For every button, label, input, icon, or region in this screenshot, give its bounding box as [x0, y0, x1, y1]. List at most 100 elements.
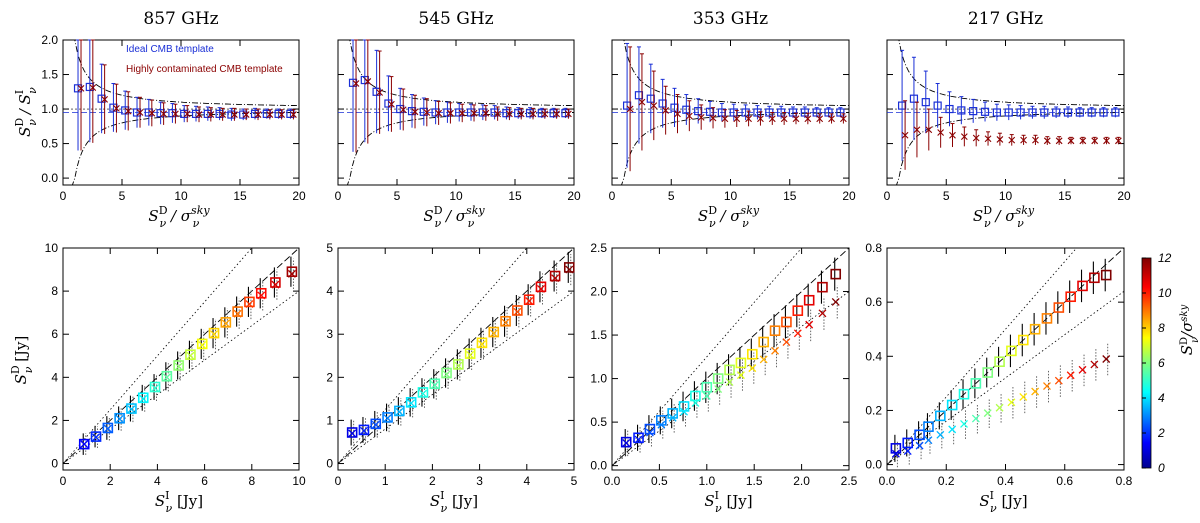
data-point-contaminated — [1054, 376, 1063, 385]
y-tick-label: 1.0 — [590, 372, 607, 386]
data-point-contaminated — [207, 111, 215, 118]
y-tick-label: 0.2 — [865, 403, 882, 417]
data-point-contaminated — [442, 370, 451, 379]
data-point-contaminated — [127, 405, 136, 414]
data-point-contaminated — [541, 110, 549, 118]
y-tick-label: 8 — [51, 284, 58, 298]
x-tick-label: 0.0 — [879, 474, 896, 488]
x-tick-label: 10 — [174, 189, 188, 203]
data-point-ideal — [1017, 334, 1029, 346]
data-point-contaminated — [1019, 392, 1028, 401]
data-point-contaminated — [759, 355, 768, 364]
data-point-ideal — [196, 338, 208, 350]
data-point-ideal — [286, 266, 298, 278]
data-point-ideal — [1099, 108, 1108, 117]
x-axis-label: SI ν [Jy] — [155, 489, 203, 515]
data-point-ideal — [185, 349, 196, 360]
data-point-ideal — [1111, 108, 1120, 117]
upper-envelope — [345, 39, 574, 107]
lower-bound-line — [611, 291, 850, 466]
data-point-contaminated — [478, 340, 486, 349]
colorbar-tick-label: 10 — [1158, 286, 1172, 300]
data-point-contaminated — [924, 436, 933, 445]
colorbar-tick-label: 12 — [1158, 251, 1172, 265]
data-point-contaminated — [697, 113, 705, 121]
data-point-contaminated — [529, 110, 537, 118]
data-point-contaminated — [172, 110, 179, 118]
colorbar: 0 2 4 6 8 10 12 SDν/σsky — [1141, 251, 1200, 475]
data-point-contaminated — [447, 109, 454, 117]
data-point-ideal — [994, 356, 1005, 368]
data-point-ideal — [633, 432, 644, 444]
data-point-contaminated — [419, 389, 427, 398]
data-point-ideal — [909, 94, 919, 103]
top-panel-3: 0 5 10 15 20 217 GHz SD ν / σsky ν — [884, 9, 1131, 230]
data-point-ideal — [1006, 345, 1017, 357]
data-point-contaminated — [388, 100, 395, 108]
data-point-contaminated — [399, 106, 407, 114]
data-point-contaminated — [266, 111, 274, 118]
x-axis-label: SI ν [Jy] — [430, 489, 478, 515]
data-point-contaminated — [805, 320, 814, 329]
x-tick-label: 0.2 — [938, 474, 955, 488]
data-point-contaminated — [1067, 137, 1075, 145]
y-tick-label: 1.0 — [41, 102, 58, 116]
data-point-contaminated — [937, 129, 945, 136]
data-point-contaminated — [1091, 137, 1099, 145]
data-point-ideal — [935, 410, 946, 422]
data-point-contaminated — [733, 115, 741, 123]
x-axis-label: SD ν / σsky ν — [148, 204, 210, 230]
data-point-contaminated — [949, 131, 956, 139]
data-point-ideal — [1063, 108, 1073, 117]
y-tick-label: 0.0 — [865, 458, 882, 472]
data-point-contaminated — [771, 346, 780, 355]
data-point-ideal — [701, 381, 713, 393]
y-tick-label: 0.4 — [865, 349, 882, 363]
bottom-panel-2: 0.0 0.5 1.0 1.5 2.0 2.5 0.0 0.5 1.0 1.5 2.0 2.5 SI ν … — [590, 241, 857, 515]
data-point-contaminated — [960, 420, 968, 428]
data-point-contaminated — [231, 111, 238, 118]
data-point-contaminated — [371, 420, 380, 429]
x-tick-label: 5 — [394, 189, 401, 203]
x-tick-label: 15 — [1058, 189, 1072, 203]
data-point-ideal — [969, 107, 978, 116]
x-tick-label: 0 — [335, 474, 342, 488]
data-point-contaminated — [411, 108, 419, 116]
data-point-contaminated — [553, 110, 561, 118]
top-panel-0: 0 5 10 15 20 0.0 0.5 1.0 1.5 2.0 857 GHz SD ν / σsky… — [41, 9, 306, 230]
data-point-ideal — [358, 424, 370, 436]
data-point-ideal — [346, 427, 358, 438]
x-tick-label: 0.0 — [604, 474, 621, 488]
data-point-contaminated — [1008, 136, 1016, 144]
data-point-ideal — [921, 98, 930, 107]
colorbar-tick-label: 2 — [1157, 426, 1165, 440]
data-point-contaminated — [160, 110, 168, 118]
x-tick-label: 2 — [107, 474, 114, 488]
x-tick-label: 0.6 — [1056, 474, 1073, 488]
x-tick-label: 6 — [201, 474, 208, 488]
data-point-ideal — [982, 367, 994, 378]
data-point-contaminated — [430, 381, 439, 390]
data-point-ideal — [620, 436, 632, 448]
data-point-contaminated — [971, 414, 980, 423]
data-point-contaminated — [650, 102, 658, 109]
data-point-contaminated — [1020, 136, 1027, 144]
x-tick-label: 15 — [508, 189, 522, 203]
data-point-contaminated — [1031, 387, 1040, 396]
y-tick-label: 2.5 — [590, 241, 607, 255]
data-point-contaminated — [139, 394, 148, 403]
data-point-ideal — [747, 348, 758, 360]
y-tick-label: 4 — [51, 370, 58, 384]
x-tick-label: 0 — [609, 189, 616, 203]
x-axis-label: SD ν / σsky ν — [698, 204, 760, 230]
data-point-ideal — [958, 388, 970, 400]
colorbar-tick-label: 4 — [1158, 391, 1165, 405]
x-tick-label: 0.8 — [1116, 474, 1133, 488]
x-tick-label: 2.0 — [793, 474, 810, 488]
x-tick-label: 0 — [60, 189, 67, 203]
colorbar-ticks: 0 2 4 6 8 10 12 — [1142, 251, 1172, 475]
x-tick-label: 0.4 — [997, 474, 1014, 488]
data-point-contaminated — [674, 110, 681, 118]
data-point-contaminated — [901, 131, 909, 139]
data-point-ideal — [1100, 269, 1112, 281]
